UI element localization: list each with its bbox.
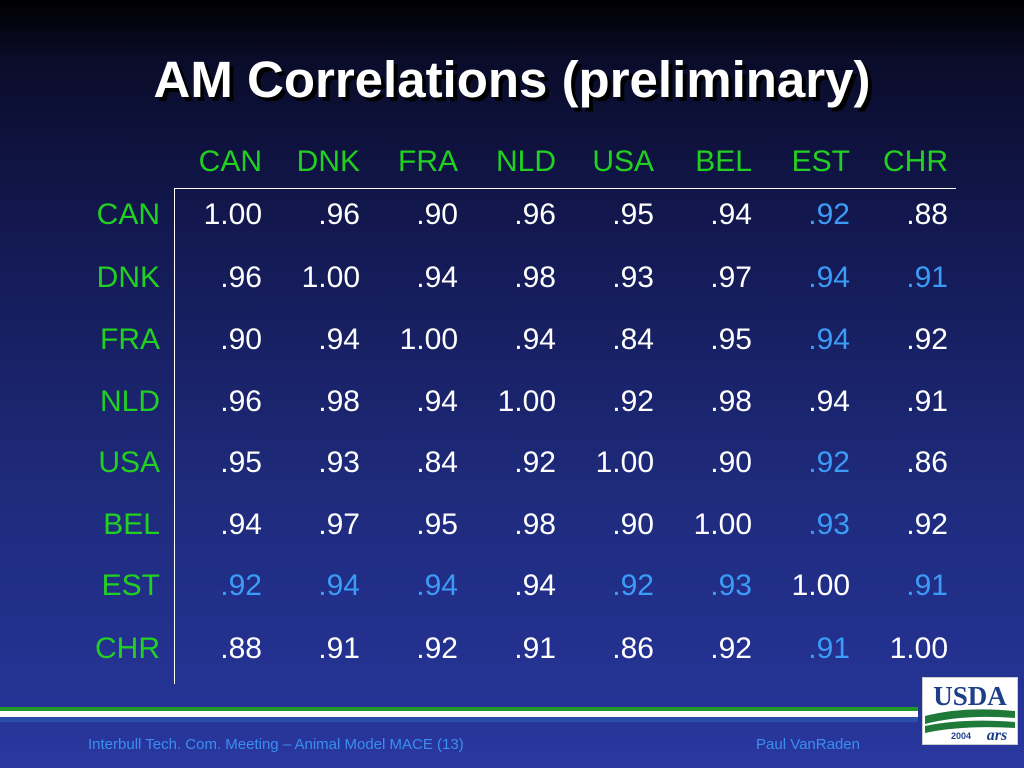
table-cell: .94 — [808, 323, 850, 356]
table-cell: 1.00 — [203, 198, 262, 231]
table-cell: .92 — [416, 632, 458, 665]
table-cell: .84 — [612, 323, 654, 356]
row-header-dnk: DNK — [96, 261, 160, 294]
table-cell: .96 — [318, 198, 360, 231]
table-cell: .88 — [220, 632, 262, 665]
table-cell: .91 — [906, 261, 948, 294]
table-cell: .97 — [710, 261, 752, 294]
table-cell: .92 — [808, 446, 850, 479]
column-header-usa: USA — [592, 145, 654, 178]
table-cell: .92 — [906, 323, 948, 356]
column-header-fra: FRA — [398, 145, 458, 178]
column-header-dnk: DNK — [296, 145, 360, 178]
table-cell: .90 — [612, 508, 654, 541]
row-header-usa: USA — [98, 446, 160, 479]
footer-stripe-white — [0, 711, 918, 717]
table-cell: 1.00 — [497, 385, 556, 418]
usda-logo: USDA 2004 ars — [922, 677, 1018, 745]
table-cell: .94 — [514, 569, 556, 602]
table-cell: .98 — [514, 261, 556, 294]
table-cell: .95 — [220, 446, 262, 479]
row-header-fra: FRA — [100, 323, 160, 356]
table-cell: .96 — [220, 261, 262, 294]
table-cell: .90 — [710, 446, 752, 479]
table-cell: .96 — [514, 198, 556, 231]
table-cell: .94 — [514, 323, 556, 356]
table-cell: .94 — [318, 323, 360, 356]
table-cell: .88 — [906, 198, 948, 231]
column-header-can: CAN — [198, 145, 262, 178]
table-cell: .93 — [612, 261, 654, 294]
table-cell: .93 — [318, 446, 360, 479]
table-cell: .98 — [318, 385, 360, 418]
svg-text:USDA: USDA — [933, 681, 1007, 711]
table-cell: .91 — [808, 632, 850, 665]
table-cell: .94 — [808, 385, 850, 418]
table-cell: 1.00 — [791, 569, 850, 602]
table-cell: 1.00 — [693, 508, 752, 541]
table-cell: .92 — [808, 198, 850, 231]
table-cell: .91 — [514, 632, 556, 665]
table-cell: .91 — [906, 385, 948, 418]
table-cell: .92 — [710, 632, 752, 665]
table-cell: .97 — [318, 508, 360, 541]
svg-text:2004: 2004 — [951, 731, 971, 741]
table-cell: .92 — [514, 446, 556, 479]
table-cell: .95 — [612, 198, 654, 231]
table-cell: .92 — [612, 569, 654, 602]
table-cell: .94 — [808, 261, 850, 294]
table-cell: .94 — [416, 385, 458, 418]
usda-ars-logo-graphic: USDA 2004 ars — [925, 681, 1015, 744]
table-cell: .86 — [612, 632, 654, 665]
table-cell: .96 — [220, 385, 262, 418]
table-cell: .94 — [220, 508, 262, 541]
table-cell: .90 — [220, 323, 262, 356]
table-cell: 1.00 — [301, 261, 360, 294]
table-cell: .93 — [710, 569, 752, 602]
column-header-chr: CHR — [883, 145, 948, 178]
table-cell: .94 — [318, 569, 360, 602]
table-cell: .94 — [710, 198, 752, 231]
table-cell: .86 — [906, 446, 948, 479]
footer-stripe-blue — [0, 717, 918, 722]
table-cell: .92 — [612, 385, 654, 418]
table-cell: .92 — [906, 508, 948, 541]
footer-stripe-green — [0, 707, 918, 711]
table-cell: .94 — [416, 261, 458, 294]
table-cell: .93 — [808, 508, 850, 541]
column-header-nld: NLD — [495, 145, 556, 178]
row-header-nld: NLD — [99, 385, 160, 418]
table-cell: .91 — [906, 569, 948, 602]
table-vertical-rule — [174, 188, 175, 684]
row-header-bel: BEL — [103, 508, 160, 541]
table-cell: .98 — [710, 385, 752, 418]
table-cell: .90 — [416, 198, 458, 231]
row-header-est: EST — [101, 569, 160, 602]
svg-text:ars: ars — [987, 727, 1007, 744]
table-cell: 1.00 — [889, 632, 948, 665]
slide-title: AM Correlations (preliminary) — [153, 51, 871, 108]
table-cell: .98 — [514, 508, 556, 541]
table-horizontal-rule — [174, 188, 956, 189]
column-header-bel: BEL — [695, 145, 752, 178]
table-cell: .94 — [416, 569, 458, 602]
row-header-can: CAN — [96, 198, 160, 231]
table-cell: .84 — [416, 446, 458, 479]
table-cell: 1.00 — [399, 323, 458, 356]
table-cell: 1.00 — [595, 446, 654, 479]
column-header-est: EST — [791, 145, 850, 178]
table-cell: .91 — [318, 632, 360, 665]
table-cell: .95 — [416, 508, 458, 541]
footer-author-text: Paul VanRaden — [756, 736, 860, 753]
table-cell: .92 — [220, 569, 262, 602]
row-header-chr: CHR — [95, 632, 160, 665]
footer-meeting-text: Interbull Tech. Com. Meeting – Animal Mo… — [88, 736, 464, 753]
table-cell: .95 — [710, 323, 752, 356]
